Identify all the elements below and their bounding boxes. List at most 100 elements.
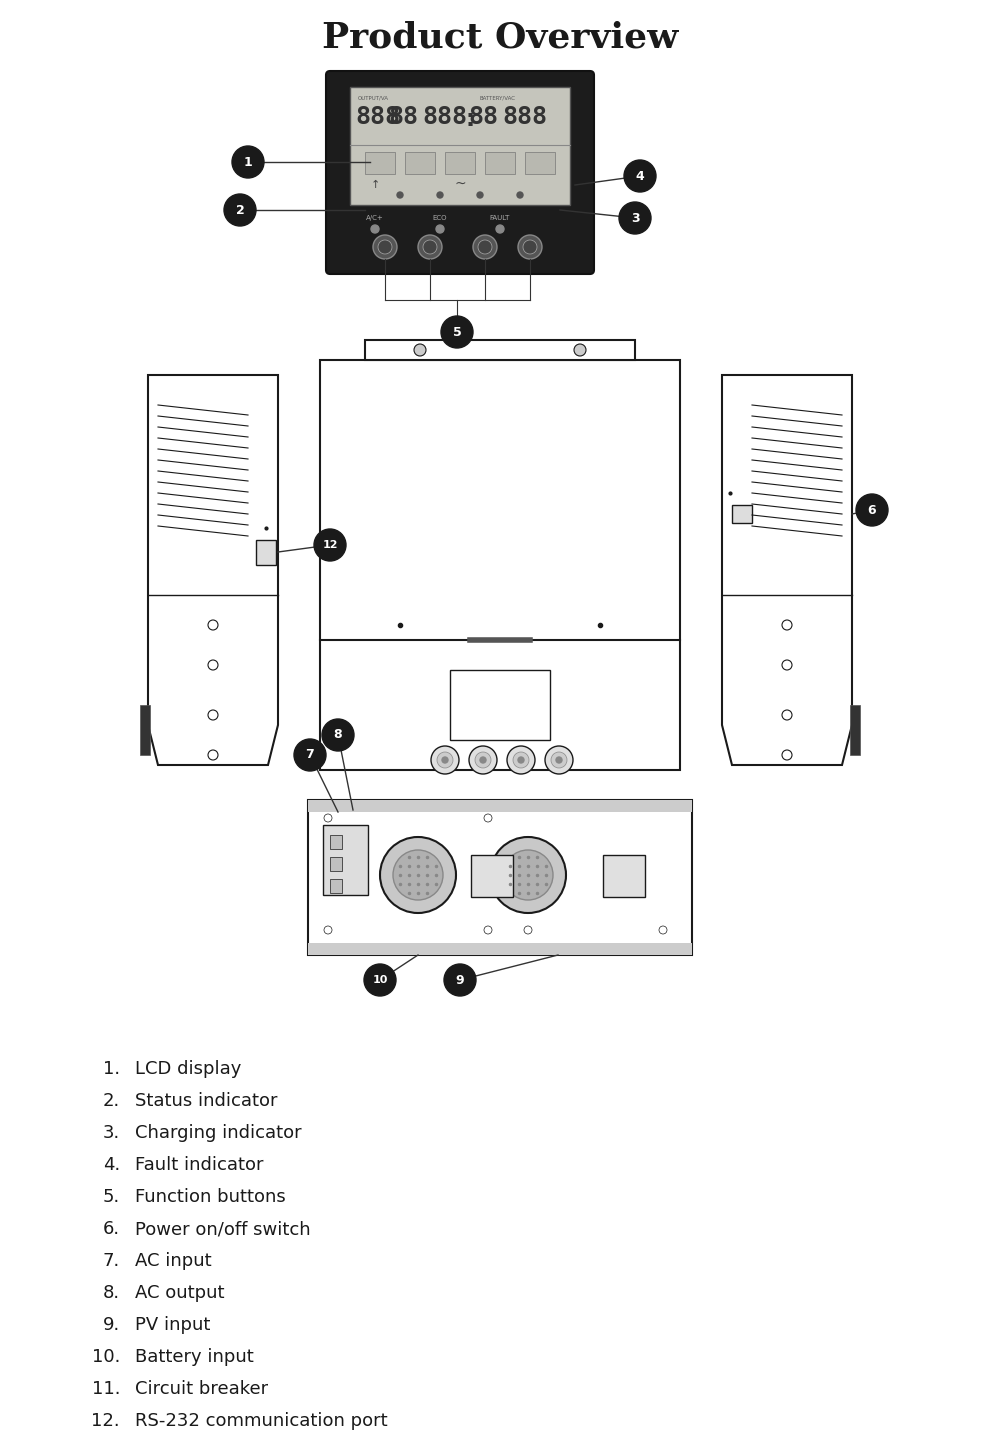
Text: 888: 888: [355, 106, 400, 129]
Text: 5: 5: [453, 326, 461, 339]
Text: 1.: 1.: [103, 1060, 120, 1077]
Bar: [525, 152, 555, 174]
Text: Charging indicator: Charging indicator: [135, 1124, 302, 1142]
Text: Circuit breaker: Circuit breaker: [135, 1380, 268, 1397]
Text: 9.: 9.: [103, 1316, 120, 1334]
Circle shape: [294, 738, 326, 770]
Circle shape: [619, 203, 651, 235]
Text: 88: 88: [468, 106, 498, 129]
Circle shape: [496, 224, 504, 233]
Text: 12.: 12.: [91, 1412, 120, 1431]
Text: RS-232 communication port: RS-232 communication port: [135, 1412, 388, 1431]
FancyBboxPatch shape: [326, 71, 594, 274]
Circle shape: [414, 345, 426, 356]
Text: Fault indicator: Fault indicator: [135, 1156, 264, 1174]
Circle shape: [507, 746, 535, 775]
Text: :: :: [463, 107, 478, 130]
Text: LCD display: LCD display: [135, 1060, 241, 1077]
Circle shape: [484, 814, 492, 822]
Circle shape: [856, 494, 888, 526]
Circle shape: [478, 240, 492, 253]
Circle shape: [513, 752, 529, 767]
Circle shape: [208, 660, 218, 670]
Bar: [850, 705, 860, 754]
Text: ECO: ECO: [433, 214, 447, 222]
Bar: [308, 799, 692, 956]
Circle shape: [208, 750, 218, 760]
Circle shape: [475, 752, 491, 767]
Bar: [603, 854, 645, 896]
Bar: [405, 152, 435, 174]
Bar: [485, 152, 515, 174]
Text: FAULT: FAULT: [490, 214, 510, 222]
Circle shape: [782, 710, 792, 720]
Circle shape: [324, 927, 332, 934]
Text: 11.: 11.: [92, 1380, 120, 1397]
Text: Function buttons: Function buttons: [135, 1187, 286, 1206]
Bar: [330, 879, 342, 893]
Text: 4.: 4.: [103, 1156, 120, 1174]
Circle shape: [480, 757, 486, 763]
Circle shape: [314, 529, 346, 560]
Circle shape: [322, 720, 354, 752]
Text: AC input: AC input: [135, 1253, 212, 1270]
Text: 9: 9: [456, 973, 464, 986]
Bar: [365, 152, 395, 174]
Circle shape: [517, 193, 523, 198]
Bar: [450, 670, 550, 740]
Text: PV input: PV input: [135, 1316, 210, 1334]
Text: Product Overview: Product Overview: [322, 22, 678, 55]
Text: 7.: 7.: [103, 1253, 120, 1270]
Text: A/C+: A/C+: [366, 214, 384, 222]
Circle shape: [518, 757, 524, 763]
Circle shape: [436, 224, 444, 233]
Circle shape: [556, 757, 562, 763]
Circle shape: [371, 224, 379, 233]
Text: 3: 3: [631, 211, 639, 224]
Bar: [330, 857, 342, 872]
Bar: [330, 835, 342, 849]
Text: 888: 888: [502, 106, 547, 129]
Text: OUTPUT/VA: OUTPUT/VA: [358, 96, 389, 100]
Text: ~: ~: [454, 177, 466, 191]
Text: Power on/off switch: Power on/off switch: [135, 1221, 311, 1238]
Circle shape: [393, 850, 443, 901]
Circle shape: [473, 235, 497, 259]
Circle shape: [397, 193, 403, 198]
Text: 10: 10: [372, 975, 388, 985]
Circle shape: [380, 837, 456, 914]
Text: 10.: 10.: [92, 1348, 120, 1365]
Circle shape: [441, 316, 473, 348]
Text: 1: 1: [244, 155, 252, 168]
Circle shape: [232, 146, 264, 178]
Circle shape: [469, 746, 497, 775]
Text: 888: 888: [422, 106, 467, 129]
Circle shape: [208, 620, 218, 630]
Circle shape: [523, 240, 537, 253]
Circle shape: [574, 345, 586, 356]
Circle shape: [437, 752, 453, 767]
Circle shape: [437, 193, 443, 198]
Text: 12: 12: [322, 540, 338, 550]
Bar: [365, 340, 635, 361]
Circle shape: [484, 927, 492, 934]
Text: 3.: 3.: [103, 1124, 120, 1142]
Circle shape: [442, 757, 448, 763]
Circle shape: [782, 620, 792, 630]
Text: Status indicator: Status indicator: [135, 1092, 278, 1111]
Circle shape: [431, 746, 459, 775]
Polygon shape: [722, 375, 852, 765]
Circle shape: [418, 235, 442, 259]
Text: 8.: 8.: [103, 1284, 120, 1302]
Circle shape: [659, 927, 667, 934]
Text: 8: 8: [334, 728, 342, 741]
Circle shape: [324, 814, 332, 822]
Bar: [350, 87, 570, 206]
Circle shape: [364, 964, 396, 996]
Bar: [320, 361, 680, 770]
Circle shape: [208, 710, 218, 720]
Text: 2.: 2.: [103, 1092, 120, 1111]
Text: 7: 7: [306, 749, 314, 762]
Text: AC output: AC output: [135, 1284, 224, 1302]
Text: 5.: 5.: [103, 1187, 120, 1206]
